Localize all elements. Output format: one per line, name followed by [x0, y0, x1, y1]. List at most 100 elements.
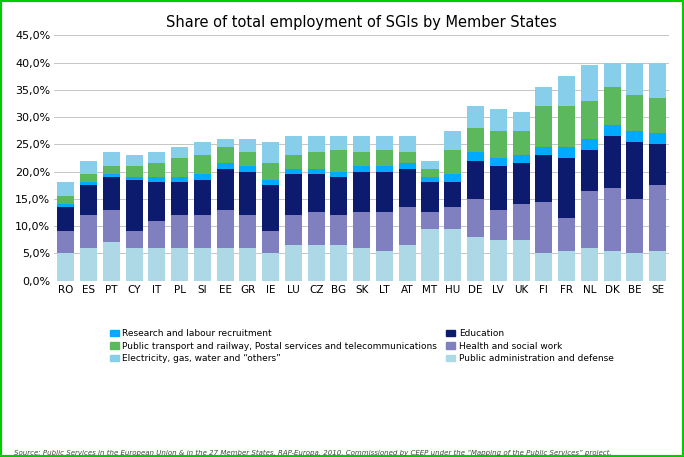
- Bar: [262, 232, 279, 253]
- Bar: [399, 169, 416, 207]
- Bar: [649, 250, 666, 281]
- Bar: [467, 128, 484, 153]
- Bar: [57, 196, 75, 204]
- Bar: [57, 204, 75, 207]
- Bar: [512, 131, 529, 155]
- Bar: [148, 221, 166, 248]
- Bar: [171, 215, 188, 248]
- Bar: [148, 182, 166, 221]
- Bar: [581, 101, 598, 139]
- Bar: [536, 202, 553, 253]
- Bar: [80, 161, 97, 174]
- Bar: [467, 106, 484, 128]
- Bar: [603, 87, 620, 125]
- Bar: [649, 144, 666, 185]
- Bar: [103, 177, 120, 210]
- Bar: [171, 182, 188, 215]
- Bar: [330, 150, 347, 171]
- Bar: [239, 166, 256, 171]
- Bar: [467, 199, 484, 237]
- Bar: [80, 215, 97, 248]
- Bar: [239, 153, 256, 166]
- Bar: [308, 245, 325, 281]
- Bar: [57, 182, 75, 196]
- Bar: [421, 161, 438, 169]
- Bar: [126, 248, 143, 281]
- Bar: [627, 63, 644, 95]
- Bar: [558, 106, 575, 147]
- Bar: [217, 169, 234, 210]
- Bar: [558, 158, 575, 218]
- Bar: [603, 63, 620, 87]
- Bar: [512, 112, 529, 131]
- Bar: [262, 185, 279, 232]
- Bar: [536, 147, 553, 155]
- Bar: [57, 253, 75, 281]
- Bar: [308, 213, 325, 245]
- Bar: [536, 155, 553, 202]
- Bar: [148, 153, 166, 163]
- Bar: [57, 232, 75, 253]
- Bar: [126, 177, 143, 180]
- Bar: [421, 229, 438, 281]
- Bar: [80, 174, 97, 182]
- Bar: [148, 177, 166, 182]
- Bar: [308, 169, 325, 174]
- Bar: [444, 182, 461, 207]
- Bar: [649, 133, 666, 144]
- Bar: [376, 150, 393, 166]
- Bar: [444, 207, 461, 229]
- Bar: [353, 171, 370, 213]
- Bar: [444, 174, 461, 182]
- Bar: [603, 125, 620, 136]
- Bar: [126, 155, 143, 166]
- Bar: [467, 237, 484, 281]
- Bar: [239, 248, 256, 281]
- Bar: [80, 182, 97, 185]
- Bar: [536, 87, 553, 106]
- Bar: [649, 63, 666, 98]
- Bar: [285, 174, 302, 215]
- Bar: [581, 248, 598, 281]
- Bar: [285, 245, 302, 281]
- Bar: [330, 136, 347, 150]
- Bar: [467, 161, 484, 199]
- Bar: [490, 166, 507, 210]
- Bar: [649, 98, 666, 133]
- Bar: [239, 215, 256, 248]
- Bar: [194, 174, 211, 180]
- Bar: [421, 213, 438, 229]
- Bar: [512, 163, 529, 204]
- Bar: [103, 166, 120, 174]
- Bar: [558, 218, 575, 250]
- Bar: [217, 163, 234, 169]
- Bar: [194, 142, 211, 155]
- Bar: [285, 155, 302, 169]
- Bar: [444, 131, 461, 150]
- Bar: [581, 150, 598, 191]
- Bar: [399, 245, 416, 281]
- Bar: [126, 166, 143, 177]
- Bar: [285, 136, 302, 155]
- Bar: [103, 210, 120, 242]
- Bar: [399, 136, 416, 153]
- Bar: [512, 204, 529, 239]
- Bar: [467, 153, 484, 161]
- Bar: [627, 142, 644, 199]
- Bar: [262, 163, 279, 180]
- Bar: [103, 242, 120, 281]
- Bar: [353, 136, 370, 153]
- Bar: [126, 232, 143, 248]
- Title: Share of total employment of SGIs by Member States: Share of total employment of SGIs by Mem…: [166, 15, 557, 30]
- Bar: [558, 76, 575, 106]
- Bar: [376, 213, 393, 250]
- Bar: [171, 158, 188, 177]
- Bar: [627, 131, 644, 142]
- Bar: [627, 253, 644, 281]
- Bar: [148, 248, 166, 281]
- Bar: [627, 95, 644, 131]
- Bar: [330, 215, 347, 245]
- Bar: [217, 139, 234, 147]
- Bar: [57, 207, 75, 232]
- Bar: [308, 136, 325, 153]
